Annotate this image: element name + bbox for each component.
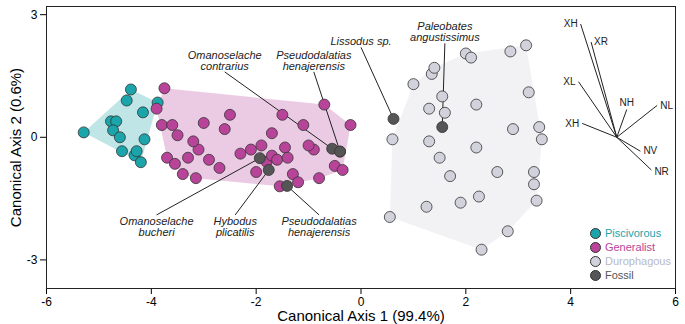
html-text:Durophagous: Durophagous [604,255,671,267]
svg-text:XR: XR [594,36,608,47]
svg-text:-4: -4 [146,295,157,309]
svg-text:3: 3 [31,8,38,22]
svg-text:-2: -2 [251,295,262,309]
svg-text:Hybodusplicatilis: Hybodusplicatilis [213,215,257,238]
svg-text:XL: XL [563,76,576,87]
svg-text:NV: NV [643,145,657,156]
svg-text:-3: -3 [27,253,38,267]
svg-text:NR: NR [654,166,668,177]
svg-text:6: 6 [672,295,679,309]
svg-text:NL: NL [660,100,673,111]
svg-text:2: 2 [462,295,469,309]
svg-text:0: 0 [357,295,365,309]
svg-text:-6: -6 [41,295,52,309]
html-text:Piscivorous: Piscivorous [604,227,662,239]
svg-text:Paleobatesangustissimus: Paleobatesangustissimus [410,20,480,43]
svg-text:Pseudodalatiashenajerensis: Pseudodalatiashenajerensis [276,49,352,72]
svg-text:Omanoselachebucheri: Omanoselachebucheri [120,215,194,238]
html-text:Fossil: Fossil [604,269,634,281]
svg-text:XH: XH [564,18,578,29]
svg-text:0: 0 [31,130,38,144]
svg-text:Canonical Axis 1 (99.4%): Canonical Axis 1 (99.4%) [277,307,445,324]
svg-text:Lissodus sp.: Lissodus sp. [330,35,391,47]
svg-text:Pseudodalatiashenajerensis: Pseudodalatiashenajerensis [281,215,357,238]
svg-text:Canonical Axis 2 (0.6%): Canonical Axis 2 (0.6%) [7,68,24,227]
html-text:Generalist: Generalist [604,241,656,253]
svg-text:4: 4 [567,295,574,309]
svg-text:Omanoselachecontrarius: Omanoselachecontrarius [188,49,262,72]
svg-text:NH: NH [620,97,634,108]
svg-text:XH: XH [565,118,579,129]
